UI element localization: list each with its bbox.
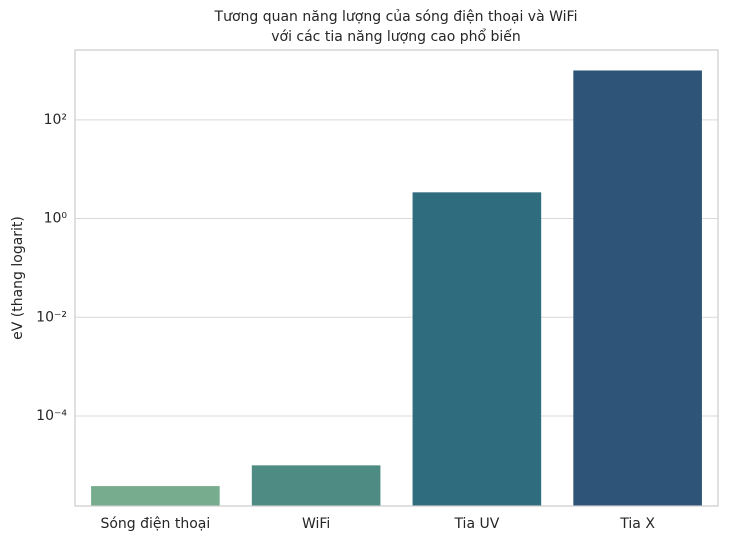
chart-title: với các tia năng lượng cao phổ biến xyxy=(271,28,521,45)
x-tick-label: Sóng điện thoại xyxy=(100,516,210,532)
bar xyxy=(251,465,381,506)
x-tick-label: WiFi xyxy=(302,516,330,532)
y-axis-label: eV (thang logarit) xyxy=(10,216,26,340)
bar xyxy=(412,192,542,507)
bar xyxy=(91,486,220,506)
x-tick-label: Tia UV xyxy=(453,516,499,532)
x-tick-label: Tia X xyxy=(619,516,655,532)
y-tick-label: 10⁰ xyxy=(44,211,68,227)
bar xyxy=(573,70,702,506)
y-tick-label: 10⁻⁴ xyxy=(36,408,67,424)
plot-frame xyxy=(74,49,719,507)
y-tick-label: 10⁻² xyxy=(36,309,67,325)
chart-title: Tương quan năng lượng của sóng điện thoạ… xyxy=(214,9,578,25)
y-tick-label: 10² xyxy=(44,112,67,128)
